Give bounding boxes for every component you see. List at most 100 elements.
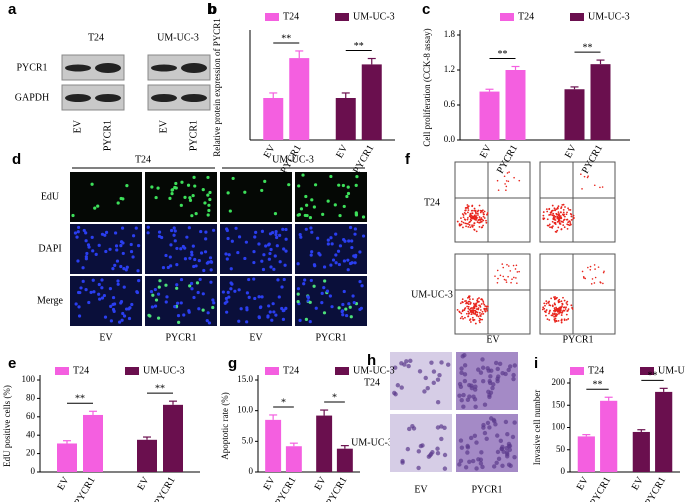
event	[560, 309, 562, 312]
cell	[271, 302, 275, 306]
cell	[225, 310, 229, 314]
event	[545, 314, 547, 317]
cell	[198, 277, 202, 282]
panel-letter: i	[534, 355, 538, 372]
event	[467, 205, 470, 208]
cell	[89, 290, 93, 294]
cell	[268, 251, 272, 256]
legend-swatch	[335, 367, 349, 375]
event	[566, 211, 568, 214]
stained-cell	[491, 464, 497, 469]
event	[546, 210, 549, 213]
x-tick-label: PYCR1	[643, 475, 668, 502]
event	[552, 217, 555, 220]
stained-cell	[505, 454, 510, 459]
bar	[505, 70, 526, 140]
y-tick-label: 15.0	[237, 374, 253, 384]
event	[507, 265, 510, 267]
cell	[173, 239, 177, 243]
y-tick-label: 100	[552, 422, 566, 432]
event	[601, 186, 604, 188]
event	[482, 215, 485, 218]
cell	[305, 203, 309, 207]
cell	[243, 256, 247, 261]
stained-cell	[495, 433, 500, 438]
cell	[316, 236, 320, 240]
event	[550, 210, 553, 213]
cell	[359, 306, 363, 310]
row-label: EdU	[41, 191, 60, 202]
row-label: T24	[424, 197, 440, 208]
stain-image	[390, 414, 452, 472]
cell	[304, 194, 308, 199]
event	[562, 219, 565, 222]
event	[581, 188, 583, 190]
cell	[330, 242, 334, 246]
cell	[211, 305, 215, 310]
cell	[134, 226, 138, 230]
cell	[201, 308, 205, 312]
cell	[190, 214, 194, 218]
event	[459, 302, 462, 305]
event	[464, 212, 467, 215]
cell	[173, 185, 177, 190]
legend-label: T24	[73, 365, 89, 376]
blot-band	[65, 64, 91, 72]
event	[467, 305, 470, 308]
row-label: Merge	[37, 295, 63, 306]
stained-cell	[471, 394, 476, 399]
legend-swatch	[570, 367, 584, 375]
event	[483, 303, 486, 306]
stained-cell	[435, 446, 440, 451]
event	[591, 278, 594, 280]
cell	[230, 239, 234, 243]
event	[562, 224, 565, 227]
cell	[168, 196, 172, 200]
event	[478, 319, 481, 322]
event	[486, 213, 488, 216]
event	[466, 204, 469, 206]
cell	[151, 293, 155, 297]
cell	[239, 307, 243, 311]
cell	[208, 190, 212, 195]
event	[469, 318, 472, 321]
stained-cell	[467, 394, 472, 399]
legend-label: T24	[283, 365, 299, 376]
stained-cell	[474, 440, 479, 445]
stained-cell	[493, 360, 499, 366]
cell	[194, 212, 198, 216]
cell	[168, 255, 172, 259]
event	[562, 214, 565, 217]
stained-cell	[473, 404, 478, 410]
cell	[116, 279, 120, 283]
blot-band	[95, 63, 121, 73]
cell	[243, 190, 247, 194]
stained-cell	[458, 384, 464, 389]
event	[563, 299, 566, 302]
cell	[347, 302, 351, 306]
y-tick-label: 0	[561, 466, 566, 476]
cell	[77, 290, 81, 295]
cell	[312, 205, 316, 209]
event	[473, 224, 475, 227]
event	[470, 313, 473, 316]
cell	[75, 235, 79, 239]
cell	[275, 235, 279, 240]
group-label: UM-UC-3	[157, 32, 199, 43]
event	[560, 321, 563, 324]
cell	[71, 213, 75, 218]
cell	[353, 232, 357, 236]
event	[557, 300, 560, 302]
cell	[190, 250, 194, 254]
cell	[355, 175, 359, 179]
cell	[338, 244, 343, 248]
stained-cell	[462, 378, 468, 384]
x-tick-label: EV	[334, 142, 351, 160]
event	[475, 305, 477, 308]
event	[582, 277, 585, 279]
event	[562, 306, 565, 309]
cell	[118, 320, 122, 324]
cell	[191, 193, 195, 198]
cell	[304, 317, 308, 321]
event	[474, 209, 477, 212]
